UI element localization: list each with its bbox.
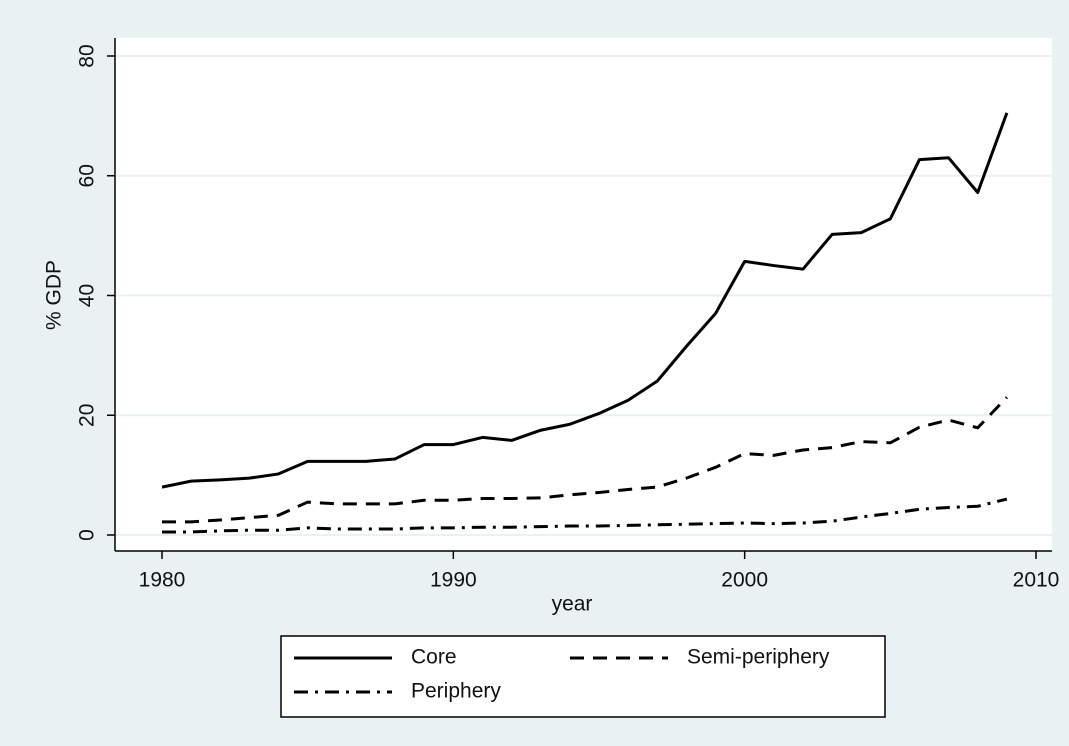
y-tick-label: 60 — [76, 164, 99, 187]
legend — [280, 635, 886, 718]
y-tick-label: 0 — [76, 529, 99, 541]
series-line — [161, 112, 1009, 489]
y-tick-label: 40 — [76, 284, 99, 307]
series-line — [162, 497, 1008, 534]
x-tick-label: 2000 — [721, 569, 768, 592]
series-line — [162, 396, 1008, 524]
legend-label: Core — [411, 646, 457, 669]
x-tick-label: 1980 — [139, 569, 186, 592]
y-axis-label: % GDP — [43, 260, 66, 330]
legend-label: Semi-periphery — [687, 646, 830, 669]
x-tick-label: 1990 — [430, 569, 477, 592]
y-tick-label: 80 — [76, 44, 99, 67]
x-axis-label: year — [552, 593, 593, 616]
y-tick-label: 20 — [76, 404, 99, 427]
x-tick-label: 2010 — [1013, 569, 1060, 592]
legend-label: Periphery — [411, 680, 501, 703]
